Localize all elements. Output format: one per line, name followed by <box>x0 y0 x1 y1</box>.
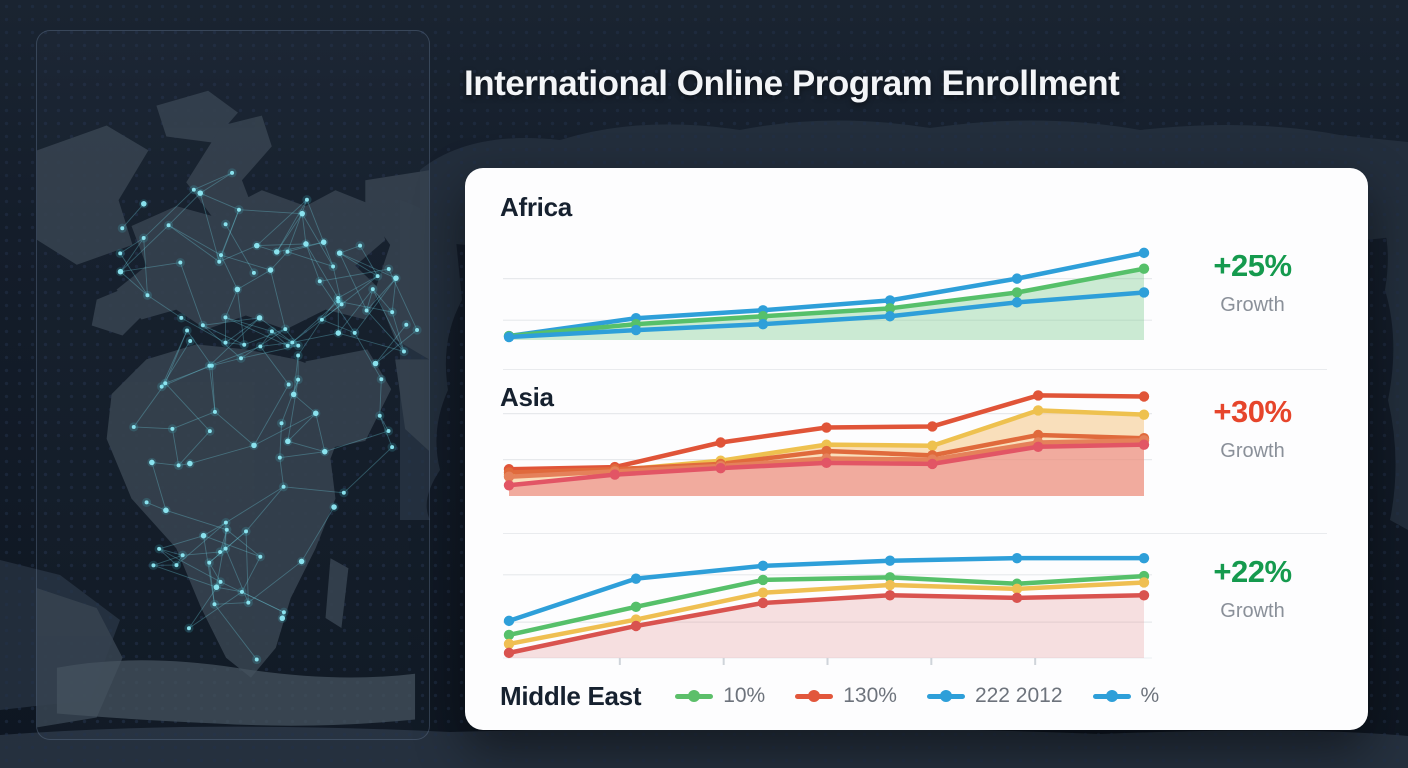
map-panel <box>36 30 430 740</box>
africa-growth-value: +25% <box>1213 248 1292 283</box>
legend-label: 130% <box>843 684 897 707</box>
legend-line-icon <box>795 690 834 702</box>
legend-dot-icon <box>808 690 821 702</box>
continent-iberia <box>91 284 149 336</box>
legend-line-icon <box>675 690 714 702</box>
continent-north-america <box>37 125 149 265</box>
continent-right-edge <box>1370 195 1408 530</box>
continent-europe <box>116 190 386 330</box>
continent-greenland <box>156 90 238 143</box>
asia-growth-caption: Growth <box>1220 440 1285 462</box>
africa-label: Africa <box>500 192 572 222</box>
legend-dot-icon <box>939 690 952 702</box>
enrollment-card: Africa +25% Growth Asia +30% Growth +22%… <box>465 168 1368 730</box>
legend-label: 10% <box>723 684 766 707</box>
africa-growth-caption: Growth <box>1220 294 1285 316</box>
continent-asia <box>365 170 429 360</box>
legend-item: 130% <box>795 684 897 708</box>
legend-label: % <box>1140 684 1160 707</box>
legend-line-icon <box>1092 690 1131 702</box>
asia-stat: +30% Growth <box>1165 394 1340 463</box>
map-network-svg <box>37 90 429 728</box>
card-footer: Middle East 10% 130% 222 2012 % <box>500 674 1338 718</box>
africa-stat: +25% Growth <box>1165 248 1340 317</box>
middle-east-chart <box>503 523 1152 671</box>
section-divider <box>503 369 1327 370</box>
legend-item: % <box>1092 684 1160 708</box>
network-overlay <box>115 168 422 665</box>
asia-chart <box>503 382 1152 500</box>
asia-label: Asia <box>500 382 554 412</box>
middle-east-stat: +22% Growth <box>1165 554 1340 623</box>
chart-legend: 10% 130% 222 2012 % <box>675 684 1159 708</box>
continent-antarctica <box>56 660 416 726</box>
continent-scandinavia <box>186 115 272 223</box>
middle-east-label: Middle East <box>500 680 642 711</box>
legend-dot-icon <box>688 690 701 702</box>
legend-label: 222 2012 <box>974 684 1063 707</box>
middle-east-growth-caption: Growth <box>1220 600 1285 622</box>
page-title: International Online Program Enrollment <box>464 64 1120 103</box>
section-divider <box>503 533 1327 534</box>
legend-dot-icon <box>1105 690 1118 702</box>
legend-line-icon <box>926 690 965 702</box>
continent-india <box>395 359 429 451</box>
continent-arabia <box>300 349 392 449</box>
middle-east-growth-value: +22% <box>1213 554 1292 589</box>
africa-chart <box>503 234 1152 344</box>
continent-africa <box>106 344 346 678</box>
legend-item: 10% <box>675 684 765 708</box>
asia-growth-value: +30% <box>1213 394 1292 429</box>
legend-item: 222 2012 <box>926 684 1063 708</box>
continent-madagascar <box>325 558 349 628</box>
